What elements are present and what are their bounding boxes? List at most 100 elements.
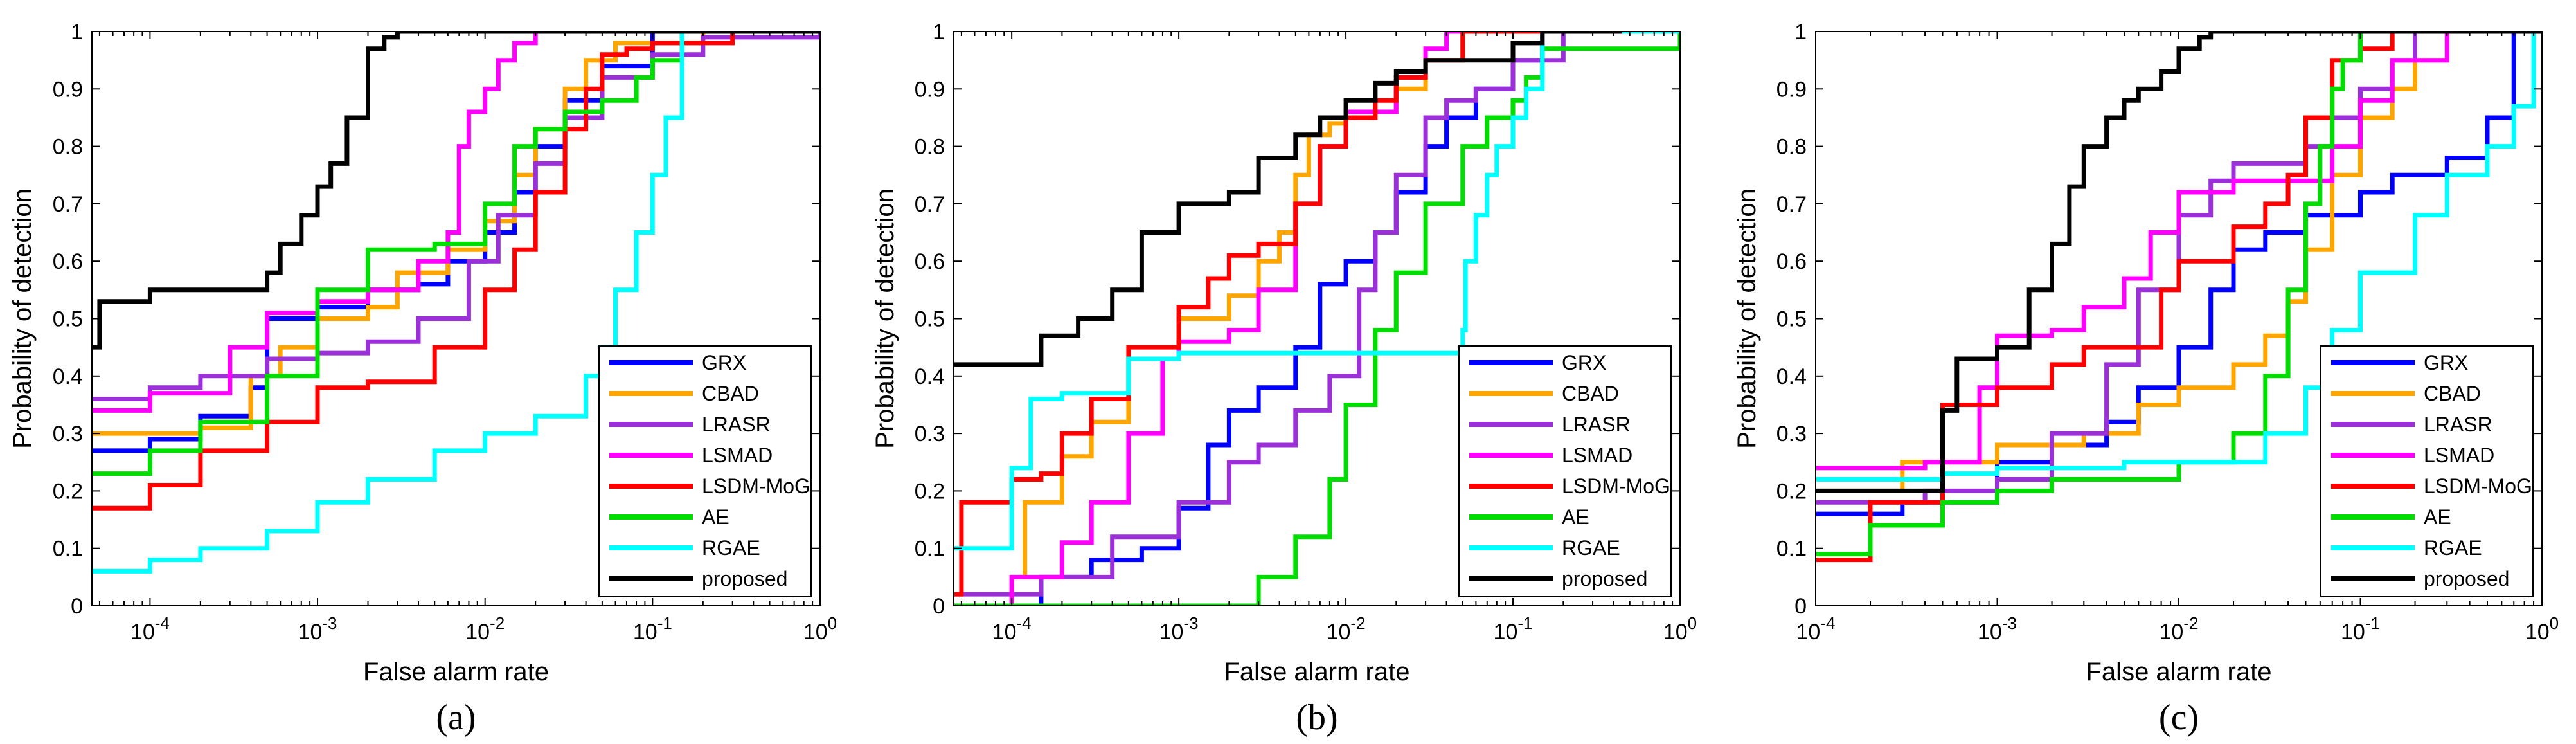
series-line-lsdm-mog	[1816, 32, 2542, 563]
legend-entry: GRX	[2424, 351, 2468, 374]
y-tick-label: 0.5	[1776, 307, 1807, 332]
y-tick-label: 0.1	[53, 537, 83, 561]
legend-entry: LSMAD	[1562, 444, 1632, 467]
panel-label: (c)	[2159, 698, 2199, 738]
x-axis-label: False alarm rate	[2086, 658, 2272, 686]
x-tick-label: 10-2	[1327, 613, 1366, 644]
y-tick-label: 0.1	[1776, 537, 1807, 561]
x-tick-label: 10-1	[633, 613, 672, 644]
panel-c: 0 0.1 0.2 0.3 0.4 0.5 0.6 0.7 0.8 0.9 1 10-4 10-3 10-…	[1733, 20, 2559, 738]
y-axis-label: Probability of detection	[8, 188, 37, 449]
y-tick-label: 0.4	[53, 365, 83, 389]
x-tick-label: 10-3	[1978, 613, 2017, 644]
panel-b: 0 0.1 0.2 0.3 0.4 0.5 0.6 0.7 0.8 0.9 1 10-4 10-3 10-…	[871, 20, 1697, 738]
y-axis-label: Probability of detection	[1733, 188, 1761, 449]
legend-box	[1458, 345, 1672, 597]
y-tick-label: 0.7	[915, 192, 945, 217]
x-tick-label: 10-3	[298, 613, 337, 644]
y-tick-label: 0.6	[53, 250, 83, 274]
legend-entry: AE	[2424, 505, 2451, 529]
x-tick-label: 10-4	[1796, 613, 1836, 644]
x-tick-label: 10-1	[2341, 613, 2380, 644]
y-tick-label: 0.6	[1776, 250, 1807, 274]
series-line-grx	[92, 32, 820, 453]
y-tick-label: 0.3	[915, 422, 945, 446]
legend-entry: LRASR	[2424, 413, 2492, 436]
legend: GRX CBAD LRASR LSMAD LSDM-MoG AE RGAE proposed	[598, 345, 812, 597]
y-axis-label: Probability of detection	[871, 188, 899, 449]
legend-entry: AE	[1562, 505, 1589, 529]
y-tick-label: 0.3	[1776, 422, 1807, 446]
legend-entry: LRASR	[702, 413, 771, 436]
legend-entry: RGAE	[2424, 536, 2482, 559]
y-tick-label: 0.2	[53, 479, 83, 504]
y-tick-label: 0.2	[1776, 479, 1807, 504]
x-tick-label: 100	[2525, 613, 2559, 644]
x-tick-label: 10-2	[465, 613, 505, 644]
series-line-lsmad	[1816, 32, 2542, 471]
series-line-proposed	[1816, 32, 2542, 493]
legend-entry: RGAE	[702, 536, 760, 559]
legend-entry: CBAD	[702, 382, 759, 405]
panel-label: (a)	[436, 698, 476, 738]
legend-entry: LSMAD	[2424, 444, 2494, 467]
x-axis-label: False alarm rate	[1224, 658, 1410, 686]
x-tick-label: 10-1	[1494, 613, 1533, 644]
legend-entry: LSDM-MoG	[2424, 475, 2532, 498]
legend-entry: AE	[702, 505, 729, 529]
legend: GRX CBAD LRASR LSMAD LSDM-MoG AE RGAE proposed	[1458, 345, 1672, 597]
x-tick-label: 100	[1663, 613, 1697, 644]
y-tick-label: 0.4	[915, 365, 945, 389]
y-tick-label: 0	[933, 594, 945, 619]
y-tick-label: 0	[71, 594, 83, 619]
x-axis-label: False alarm rate	[363, 658, 549, 686]
legend-entry: GRX	[702, 351, 746, 374]
series-line-lsmad	[92, 32, 820, 413]
series-line-lsdm-mog	[954, 32, 1680, 597]
y-tick-label: 0.7	[1776, 192, 1807, 217]
series-line-rgae	[954, 32, 1680, 551]
y-tick-label: 0.9	[53, 77, 83, 102]
legend-entry: LRASR	[1562, 413, 1631, 436]
y-tick-label: 1	[71, 20, 83, 44]
x-tick-label: 10-4	[992, 613, 1032, 644]
y-tick-label: 1	[1794, 20, 1807, 44]
y-tick-label: 0.2	[915, 479, 945, 504]
series-line-proposed	[92, 32, 820, 350]
y-tick-label: 0	[1794, 594, 1807, 619]
x-tick-label: 10-3	[1159, 613, 1199, 644]
x-tick-label: 100	[803, 613, 837, 644]
series-line-grx	[954, 32, 1680, 606]
y-tick-label: 0.5	[53, 307, 83, 332]
y-tick-label: 0.7	[53, 192, 83, 217]
x-tick-label: 10-4	[130, 613, 170, 644]
series-line-cbad	[1816, 32, 2542, 493]
series-line-proposed	[954, 32, 1622, 367]
y-tick-label: 0.4	[1776, 365, 1807, 389]
legend-box	[2320, 345, 2534, 597]
series-line-rgae	[92, 32, 820, 574]
y-tick-label: 0.9	[1776, 77, 1807, 102]
y-tick-label: 0.5	[915, 307, 945, 332]
y-tick-label: 0.8	[53, 135, 83, 159]
legend-entry: proposed	[702, 567, 787, 590]
x-tick-label: 10-2	[2160, 613, 2199, 644]
y-tick-label: 0.8	[915, 135, 945, 159]
y-tick-label: 1	[933, 20, 945, 44]
series-line-ae	[92, 32, 820, 476]
legend-entry: proposed	[1562, 567, 1647, 590]
series-group	[954, 32, 1680, 606]
legend-entry: CBAD	[1562, 382, 1619, 405]
series-line-lrasr	[954, 32, 1680, 597]
y-tick-label: 0.3	[53, 422, 83, 446]
series-group	[1816, 32, 2542, 563]
legend-entry: RGAE	[1562, 536, 1620, 559]
legend-entry: proposed	[2424, 567, 2509, 590]
series-line-lsdm-mog	[92, 32, 820, 511]
legend-entry: CBAD	[2424, 382, 2481, 405]
legend-entry: LSDM-MoG	[702, 475, 810, 498]
series-group	[92, 32, 820, 574]
legend-entry: LSMAD	[702, 444, 773, 467]
y-tick-label: 0.8	[1776, 135, 1807, 159]
